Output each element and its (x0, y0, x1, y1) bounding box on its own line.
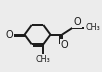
Text: O: O (73, 17, 81, 27)
Text: O: O (60, 40, 68, 50)
Text: CH₃: CH₃ (85, 23, 100, 32)
Text: O: O (5, 30, 13, 40)
Text: CH₃: CH₃ (36, 55, 51, 64)
